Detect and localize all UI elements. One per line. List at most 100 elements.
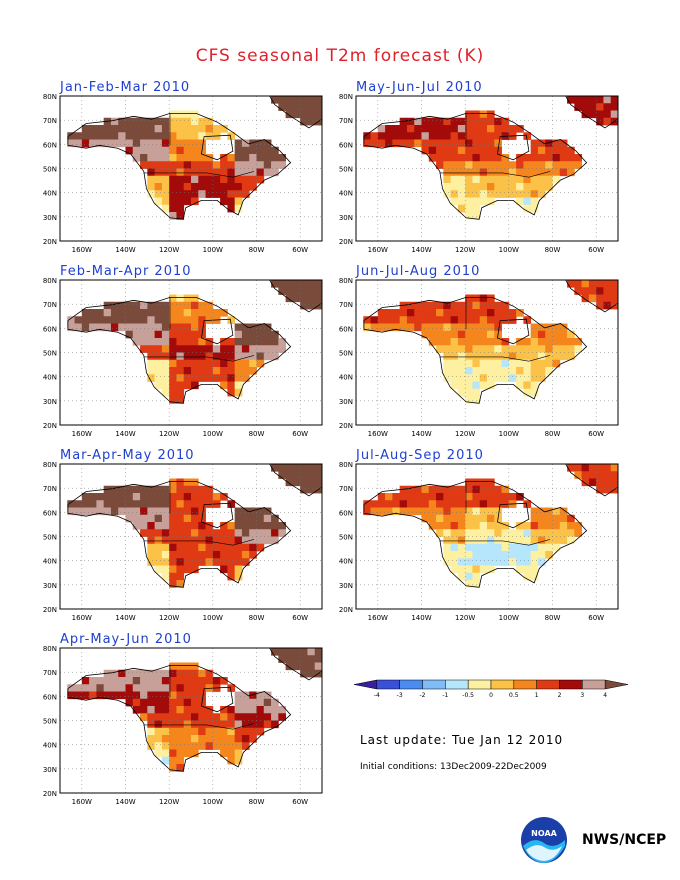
- forecast-cell: [183, 132, 192, 140]
- forecast-cell: [596, 103, 604, 111]
- forecast-cell: [596, 280, 604, 288]
- forecast-cell: [263, 139, 272, 148]
- lat-tick-label: 20N: [339, 606, 353, 614]
- border-line: [143, 723, 254, 730]
- forecast-cell: [140, 301, 148, 310]
- forecast-cell: [263, 338, 272, 346]
- border-line: [143, 355, 254, 362]
- forecast-cell: [140, 323, 148, 332]
- forecast-cell: [154, 367, 163, 375]
- forecast-cell: [508, 183, 517, 191]
- forecast-cell: [472, 309, 481, 317]
- forecast-cell: [220, 168, 228, 177]
- forecast-cell: [314, 280, 323, 288]
- forecast-cell: [479, 125, 488, 133]
- forecast-cell: [307, 669, 316, 678]
- forecast-cell: [457, 197, 466, 206]
- forecast-cell: [125, 132, 134, 140]
- forecast-cell: [205, 168, 214, 177]
- forecast-cell: [436, 125, 444, 133]
- forecast-cell: [125, 330, 134, 339]
- forecast-cell: [472, 388, 481, 397]
- forecast-cell: [234, 345, 243, 353]
- forecast-cell: [307, 648, 316, 656]
- forecast-cell: [523, 388, 532, 397]
- forecast-cell: [249, 330, 257, 339]
- forecast-cell: [161, 301, 170, 310]
- forecast-cell: [176, 485, 185, 494]
- forecast-cell: [169, 396, 177, 404]
- forecast-cell: [300, 485, 308, 494]
- forecast-cell: [183, 352, 192, 361]
- forecast-cell: [523, 197, 532, 206]
- forecast-cell: [212, 374, 221, 382]
- forecast-cell: [125, 323, 134, 332]
- forecast-cell: [588, 110, 597, 119]
- forecast-cell: [183, 706, 192, 714]
- forecast-cell: [479, 522, 488, 530]
- forecast-cell: [263, 323, 272, 332]
- forecast-cell: [140, 132, 148, 140]
- forecast-cell: [140, 706, 148, 714]
- forecast-cell: [487, 551, 495, 559]
- forecast-cell: [176, 478, 185, 487]
- forecast-cell: [300, 478, 308, 487]
- forecast-cell: [271, 698, 279, 707]
- forecast-cell: [370, 500, 379, 508]
- forecast-cell: [581, 96, 590, 104]
- forecast-cell: [154, 301, 163, 310]
- forecast-cell: [176, 713, 185, 721]
- forecast-cell: [212, 727, 221, 736]
- forecast-cell: [154, 161, 163, 169]
- forecast-cell: [443, 558, 452, 566]
- forecast-cell: [285, 662, 294, 671]
- forecast-cell: [487, 168, 495, 177]
- forecast-cell: [479, 478, 488, 487]
- forecast-cell: [285, 103, 294, 111]
- forecast-cell: [428, 154, 437, 162]
- forecast-cell: [67, 316, 75, 324]
- forecast-cell: [161, 175, 170, 184]
- forecast-cell: [183, 478, 192, 487]
- forecast-cell: [125, 146, 134, 155]
- lat-tick-label: 20N: [339, 422, 353, 430]
- forecast-cell: [443, 485, 452, 494]
- forecast-cell: [610, 464, 619, 472]
- forecast-cell: [307, 478, 316, 487]
- forecast-cell: [421, 301, 430, 310]
- forecast-cell: [457, 309, 466, 317]
- lon-tick-label: 100W: [499, 246, 519, 254]
- forecast-cell: [96, 684, 105, 692]
- forecast-cell: [132, 132, 141, 140]
- forecast-cell: [508, 168, 517, 177]
- forecast-cell: [523, 543, 532, 552]
- forecast-cell: [537, 190, 546, 198]
- forecast-cell: [537, 359, 546, 368]
- forecast-cell: [567, 146, 575, 155]
- forecast-cell: [205, 551, 214, 559]
- forecast-cell: [241, 536, 250, 545]
- forecast-cell: [256, 161, 265, 169]
- forecast-cell: [191, 677, 199, 685]
- forecast-cell: [472, 323, 481, 332]
- forecast-cell: [227, 713, 236, 721]
- forecast-cell: [516, 352, 524, 361]
- forecast-cell: [494, 352, 502, 361]
- forecast-cell: [494, 500, 502, 508]
- forecast-cell: [443, 359, 452, 368]
- forecast-cell: [176, 543, 185, 552]
- forecast-cell: [523, 352, 532, 361]
- forecast-cell: [154, 536, 163, 545]
- forecast-cell: [370, 316, 379, 324]
- forecast-cell: [81, 139, 90, 148]
- forecast-cell: [256, 727, 265, 736]
- lon-tick-label: 80W: [249, 246, 265, 254]
- forecast-cell: [263, 168, 272, 177]
- forecast-cell: [147, 330, 156, 339]
- page-title: CFS seasonal T2m forecast (K): [195, 46, 485, 66]
- forecast-cell: [154, 706, 163, 714]
- forecast-cell: [220, 720, 228, 729]
- forecast-cell: [457, 301, 466, 310]
- forecast-cell: [501, 352, 510, 361]
